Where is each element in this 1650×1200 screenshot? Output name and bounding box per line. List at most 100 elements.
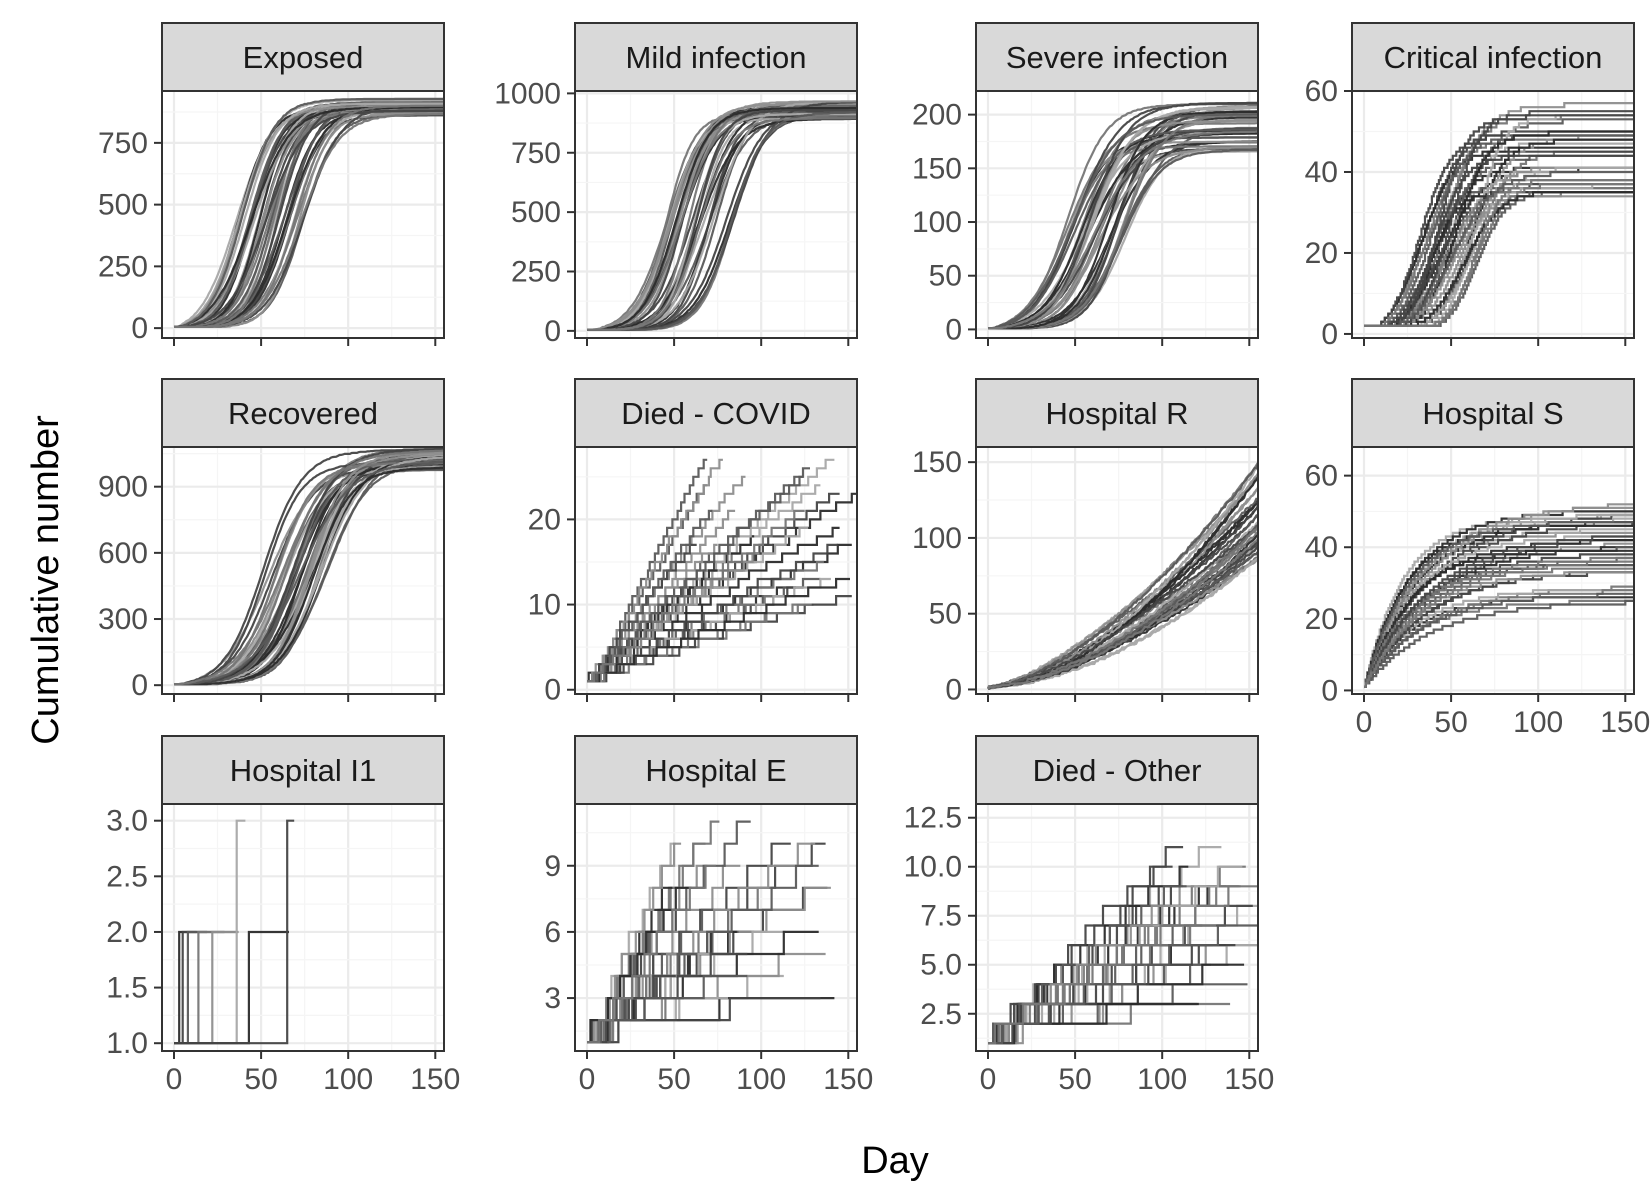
y-tick-label: 20	[1305, 603, 1338, 636]
series-line	[988, 924, 1258, 1045]
series-line	[987, 557, 1258, 690]
panel-title: Died - COVID	[621, 396, 810, 431]
y-tick-label: 0	[131, 669, 148, 702]
y-tick-label: 1.5	[106, 972, 148, 1005]
series-line	[1364, 567, 1634, 688]
series-line	[174, 457, 444, 686]
y-tick-label: 250	[98, 250, 148, 283]
series-line	[988, 102, 1258, 330]
y-tick-label: 10	[528, 589, 561, 622]
y-tick-label: 0	[1321, 318, 1338, 351]
y-tick-label: 10.0	[904, 851, 962, 884]
panel-exposed: Exposed 0 250 500 750	[98, 22, 445, 346]
series-line	[587, 111, 857, 331]
series-line	[174, 104, 444, 328]
x-tick-label: 150	[823, 1063, 873, 1096]
x-tick-label: 0	[1356, 706, 1373, 739]
panel-title: Critical infection	[1384, 40, 1603, 75]
panel-died-other: Died - Other 2.5 5.0 7.5 10.0 12.5 0 50 100 150	[904, 735, 1274, 1096]
y-tick-label: 3.0	[106, 805, 148, 838]
y-tick-label: 100	[912, 522, 962, 555]
panel-title: Hospital R	[1046, 396, 1189, 431]
series-group	[988, 846, 1258, 1045]
x-tick-label: 100	[1513, 706, 1563, 739]
y-tick-label: 500	[98, 189, 148, 222]
series-group	[174, 447, 444, 686]
y-tick-label: 150	[912, 152, 962, 185]
panel-title: Hospital E	[645, 753, 786, 788]
series-line	[1364, 560, 1634, 688]
panel-mild-infection: Mild infection 0 250 500 750 1000	[494, 22, 858, 348]
series-line	[988, 865, 1189, 1045]
y-tick-label: 0	[131, 312, 148, 345]
strip-background	[574, 22, 858, 92]
series-line	[1364, 170, 1634, 327]
x-tick-label: 100	[736, 1063, 786, 1096]
y-tick-label: 250	[511, 256, 561, 289]
series-line	[587, 509, 713, 683]
series-line	[174, 460, 444, 686]
y-tick-label: 12.5	[904, 802, 962, 835]
x-tick-label: 100	[1137, 1063, 1187, 1096]
series-group	[1364, 503, 1634, 688]
series-line	[174, 97, 444, 328]
y-tick-label: 9	[544, 850, 561, 883]
y-tick-label: 2.5	[920, 998, 962, 1031]
y-tick-label: 6	[544, 916, 561, 949]
strip-background	[161, 22, 445, 92]
y-tick-label: 50	[929, 598, 962, 631]
strip-background	[161, 378, 445, 448]
y-tick-label: 600	[98, 537, 148, 570]
series-line	[587, 106, 857, 331]
y-tick-label: 20	[528, 503, 561, 536]
series-group	[587, 458, 857, 683]
x-tick-label: 50	[244, 1063, 277, 1096]
series-group	[174, 819, 295, 1045]
series-line	[987, 477, 1258, 688]
series-line	[174, 449, 444, 686]
series-line	[587, 509, 805, 683]
y-tick-label: 900	[98, 471, 148, 504]
panel-title: Recovered	[228, 396, 378, 431]
panel-hospital-s: Hospital S 0 20 40 60 0 50 100 150	[1305, 378, 1650, 739]
series-group	[587, 100, 857, 331]
series-line	[988, 463, 1258, 689]
panel-title: Died - Other	[1033, 753, 1202, 788]
y-tick-label: 150	[912, 446, 962, 479]
y-tick-label: 40	[1305, 156, 1338, 189]
series-line	[1364, 535, 1634, 688]
series-line	[174, 819, 295, 1045]
y-tick-label: 0	[544, 315, 561, 348]
strip-background	[1351, 378, 1635, 448]
strip-background	[975, 378, 1259, 448]
series-line	[987, 528, 1258, 690]
y-tick-label: 1.0	[106, 1027, 148, 1060]
series-line	[1364, 179, 1634, 327]
panel-background	[162, 804, 444, 1051]
series-group	[587, 820, 835, 1044]
panel-hospital-e: Hospital E 3 6 9 0 50 100 150	[544, 735, 873, 1096]
series-line	[1364, 592, 1634, 688]
y-tick-label: 40	[1305, 531, 1338, 564]
panel-title: Hospital S	[1422, 396, 1563, 431]
series-line	[174, 447, 444, 686]
strip-background	[975, 735, 1259, 805]
series-line	[174, 102, 444, 328]
x-tick-label: 50	[657, 1063, 690, 1096]
panel-critical-infection: Critical infection 0 20 40 60	[1305, 22, 1635, 351]
x-tick-label: 150	[410, 1063, 460, 1096]
y-tick-label: 750	[98, 127, 148, 160]
series-line	[587, 117, 857, 331]
y-tick-label: 20	[1305, 237, 1338, 270]
y-tick-label: 5.0	[920, 949, 962, 982]
y-tick-label: 0	[945, 313, 962, 346]
y-tick-label: 200	[912, 99, 962, 132]
panel-severe-infection: Severe infection 0 50 100 150 200	[912, 22, 1259, 346]
panel-title: Severe infection	[1006, 40, 1228, 75]
x-tick-label: 0	[980, 1063, 997, 1096]
series-line	[1364, 599, 1634, 688]
y-tick-label: 100	[912, 206, 962, 239]
x-tick-label: 100	[323, 1063, 373, 1096]
panel-title: Exposed	[243, 40, 364, 75]
